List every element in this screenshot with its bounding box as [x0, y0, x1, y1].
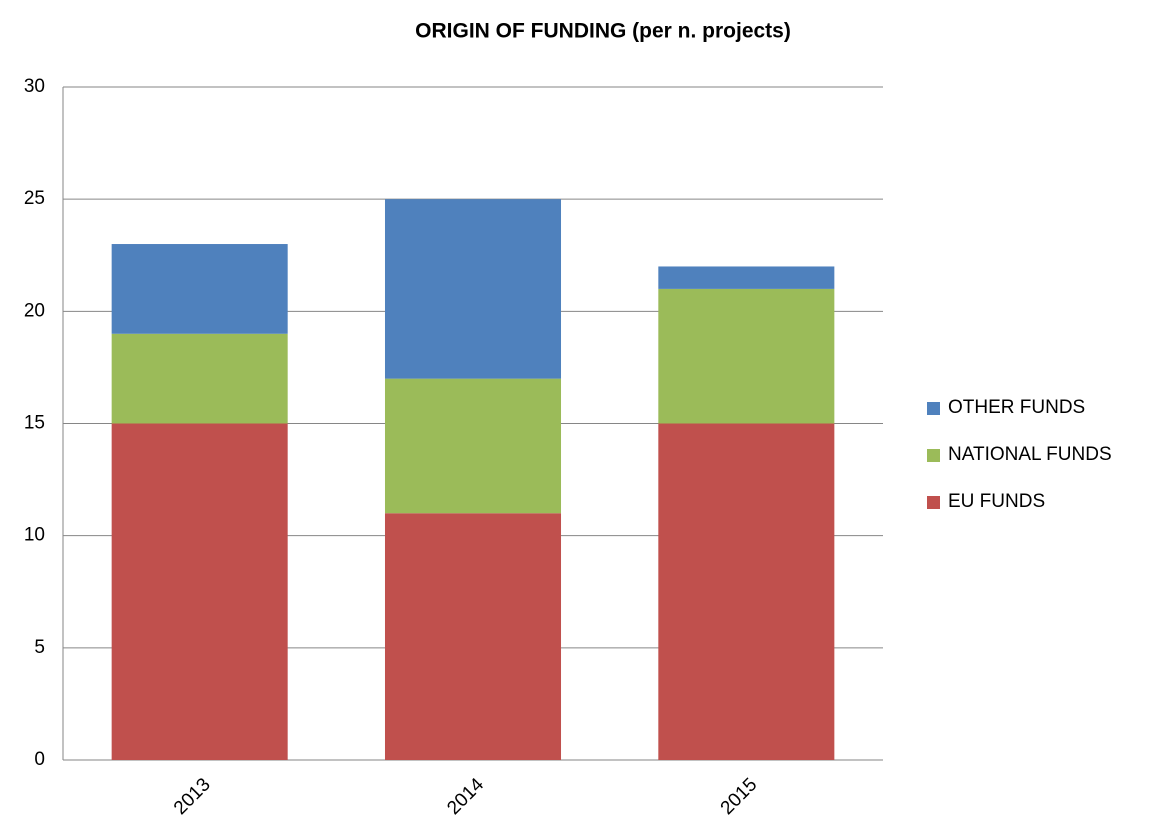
y-tick-label: 30 [24, 76, 45, 97]
x-tick-label: 2013 [170, 774, 215, 819]
x-tick-label: 2015 [717, 774, 762, 819]
x-tick-label: 2014 [443, 774, 488, 819]
bar-segment [111, 333, 288, 424]
y-tick-label: 15 [24, 413, 45, 434]
legend-swatch [927, 402, 940, 415]
y-tick-label: 10 [24, 525, 45, 546]
bar-segment [658, 288, 835, 424]
legend-label: EU FUNDS [948, 491, 1045, 512]
bar-segment [658, 423, 835, 760]
bar-segment [384, 513, 562, 760]
bar-segment [111, 423, 288, 760]
y-tick-label: 0 [34, 749, 45, 770]
legend-swatch [927, 449, 940, 462]
bar-segment [658, 266, 835, 289]
legend-label: OTHER FUNDS [948, 397, 1085, 418]
y-tick-label: 5 [34, 637, 45, 658]
chart-title: ORIGIN OF FUNDING (per n. projects) [415, 20, 791, 43]
y-tick-label: 25 [24, 188, 45, 209]
bar-segment [384, 199, 562, 379]
legend-label: NATIONAL FUNDS [948, 444, 1112, 465]
legend-swatch [927, 496, 940, 509]
bar-segment [111, 244, 288, 334]
bar-segment [384, 378, 562, 514]
y-tick-label: 20 [24, 300, 45, 321]
